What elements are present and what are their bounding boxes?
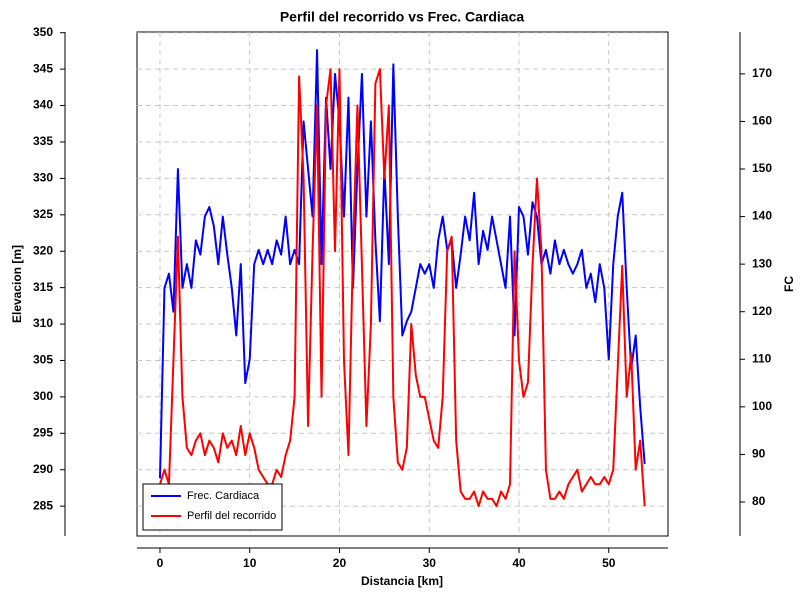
y2-tick-label: 80	[752, 494, 766, 508]
y-tick-label: 335	[33, 134, 53, 148]
y2-axis-label: FC	[782, 276, 796, 292]
y-tick-label: 345	[33, 61, 53, 75]
y2-tick-label: 170	[752, 66, 772, 80]
y-tick-label: 325	[33, 207, 53, 221]
x-axis-label: Distancia [km]	[361, 574, 443, 588]
y2-tick-label: 100	[752, 399, 772, 413]
legend-label: Frec. Cardiaca	[187, 490, 260, 502]
x-tick-label: 10	[243, 556, 257, 570]
y-tick-label: 300	[33, 389, 53, 403]
y-tick-label: 320	[33, 243, 53, 257]
y2-tick-label: 160	[752, 114, 772, 128]
y2-tick-label: 140	[752, 209, 772, 223]
x-tick-label: 30	[423, 556, 437, 570]
y-tick-label: 285	[33, 498, 53, 512]
y2-tick-label: 110	[752, 351, 772, 365]
x-tick-label: 40	[512, 556, 526, 570]
y-tick-label: 310	[33, 316, 53, 330]
y-tick-label: 340	[33, 98, 53, 112]
legend-label: Perfil del recorrido	[187, 510, 276, 522]
y-axis-label: Elevacion [m]	[10, 245, 24, 323]
y-tick-label: 330	[33, 171, 53, 185]
x-tick-label: 50	[602, 556, 616, 570]
data-line	[158, 49, 646, 479]
legend-box	[142, 483, 283, 531]
y2-tick-label: 130	[752, 256, 772, 270]
data-line	[159, 68, 646, 508]
y2-tick-label: 150	[752, 161, 772, 175]
y-tick-label: 295	[33, 425, 53, 439]
x-tick-label: 20	[333, 556, 347, 570]
chart-title: Perfil del recorrido vs Frec. Cardiaca	[280, 9, 525, 25]
y-tick-label: 305	[33, 353, 53, 367]
y-tick-label: 350	[33, 25, 53, 39]
y2-tick-label: 90	[752, 447, 766, 461]
y-tick-label: 315	[33, 280, 53, 294]
plot-frame	[136, 31, 669, 537]
y-tick-label: 290	[33, 462, 53, 476]
x-tick-label: 0	[157, 556, 164, 570]
y2-tick-label: 120	[752, 304, 772, 318]
